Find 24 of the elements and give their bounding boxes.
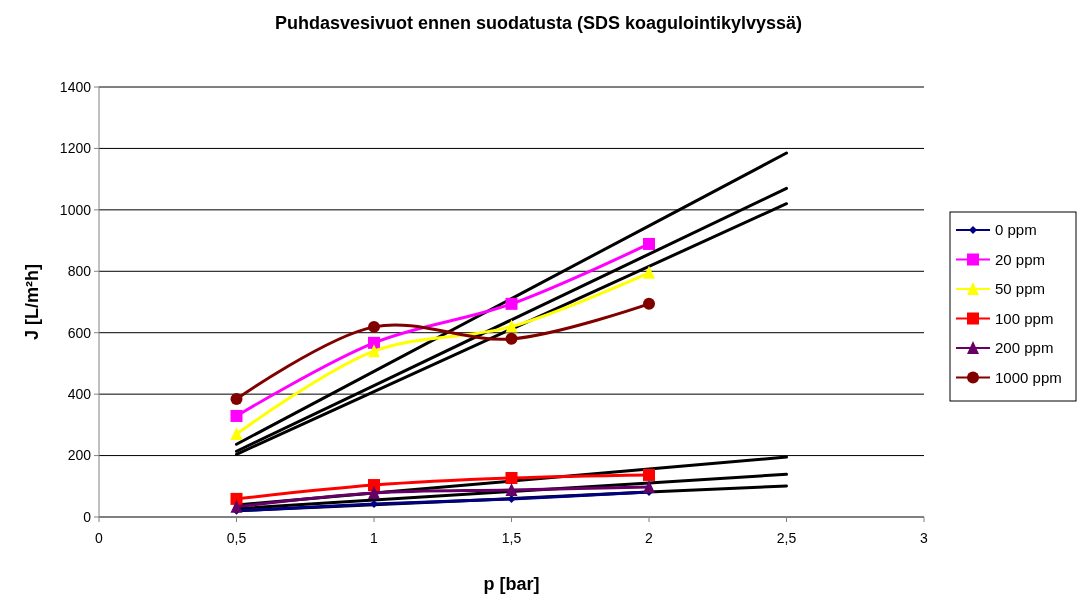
x-tick-label: 0,5 — [226, 530, 247, 546]
x-axis-title: p [bar] — [483, 574, 540, 594]
legend-label: 20 ppm — [995, 250, 1046, 268]
y-tick-label: 200 — [67, 447, 92, 464]
y-tick-label: 600 — [67, 324, 92, 341]
x-tick-label: 2 — [645, 530, 654, 546]
x-tick-label: 0 — [95, 530, 104, 546]
y-axis-title: J [L/m²h] — [22, 264, 42, 340]
x-tick-label: 1 — [370, 530, 379, 546]
y-tick-label: 1400 — [59, 78, 92, 95]
y-tick-label: 1000 — [59, 201, 92, 218]
y-tick-label: 800 — [67, 263, 92, 280]
legend-label: 100 ppm — [995, 309, 1054, 327]
legend-label: 0 ppm — [995, 221, 1037, 239]
y-tick-label: 0 — [83, 508, 92, 525]
legend-label: 1000 ppm — [995, 368, 1062, 386]
chart-title: Puhdasvesivuot ennen suodatusta (SDS koagulointikylvyssä) — [274, 13, 803, 33]
y-tick-label: 1200 — [59, 140, 92, 157]
legend-label: 50 ppm — [995, 280, 1046, 298]
x-tick-label: 2,5 — [776, 530, 797, 546]
legend-label: 200 ppm — [995, 339, 1054, 357]
x-tick-label: 3 — [920, 530, 929, 546]
y-tick-label: 400 — [67, 386, 92, 403]
x-tick-label: 1,5 — [501, 530, 522, 546]
